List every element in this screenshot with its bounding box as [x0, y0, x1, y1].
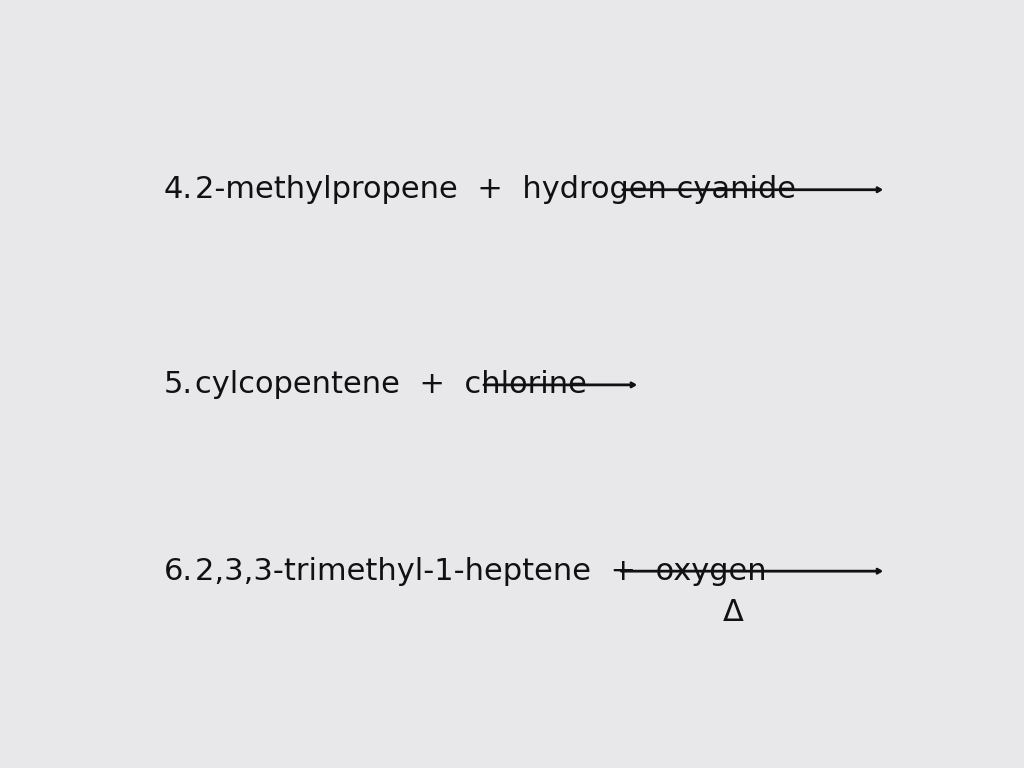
Text: 2-methylpropene  +  hydrogen cyanide: 2-methylpropene + hydrogen cyanide: [196, 175, 797, 204]
Text: 4.: 4.: [164, 175, 193, 204]
Text: 2,3,3-trimethyl-1-heptene  +  oxygen: 2,3,3-trimethyl-1-heptene + oxygen: [196, 557, 767, 586]
Text: 6.: 6.: [164, 557, 193, 586]
Text: cylcopentene  +  chlorine: cylcopentene + chlorine: [196, 370, 588, 399]
Text: 5.: 5.: [164, 370, 193, 399]
Text: Δ: Δ: [723, 598, 744, 627]
